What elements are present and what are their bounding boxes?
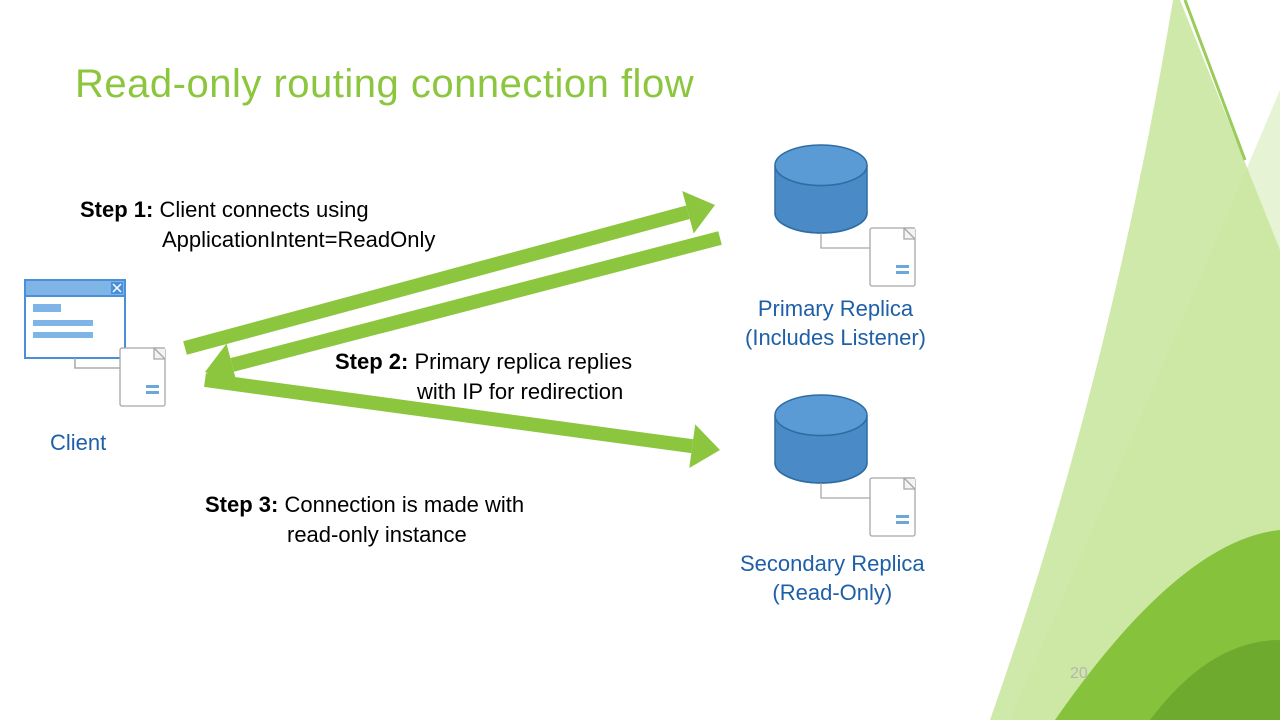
primary-line1: Primary Replica [758,296,913,321]
step-3-line2: read-only instance [205,522,467,547]
step-2-label: Step 2: [335,349,408,374]
secondary-line2: (Read-Only) [772,580,892,605]
primary-line2: (Includes Listener) [745,325,926,350]
step-2-text: Step 2: Primary replica replies with IP … [335,347,632,406]
step-1-line2: ApplicationIntent=ReadOnly [80,227,435,252]
primary-replica-label: Primary Replica (Includes Listener) [745,295,926,352]
step-1-text: Step 1: Client connects using Applicatio… [80,195,435,254]
step-3-text: Step 3: Connection is made with read-onl… [205,490,524,549]
step-1-label: Step 1: [80,197,153,222]
step-1-line1: Client connects using [153,197,368,222]
step-2-line2: with IP for redirection [335,379,623,404]
step-2-line1: Primary replica replies [408,349,632,374]
diagram-stage [0,0,1280,720]
secondary-db-icon [775,395,867,483]
secondary-replica-label: Secondary Replica (Read-Only) [740,550,925,607]
client-icon [25,280,125,368]
secondary-line1: Secondary Replica [740,551,925,576]
client-label: Client [50,430,106,456]
primary-db-icon [775,145,867,233]
decor-leaves [990,0,1280,720]
page-number: 20 [1070,665,1088,683]
step-3-line1: Connection is made with [278,492,524,517]
slide-title: Read-only routing connection flow [75,62,694,107]
step-3-label: Step 3: [205,492,278,517]
